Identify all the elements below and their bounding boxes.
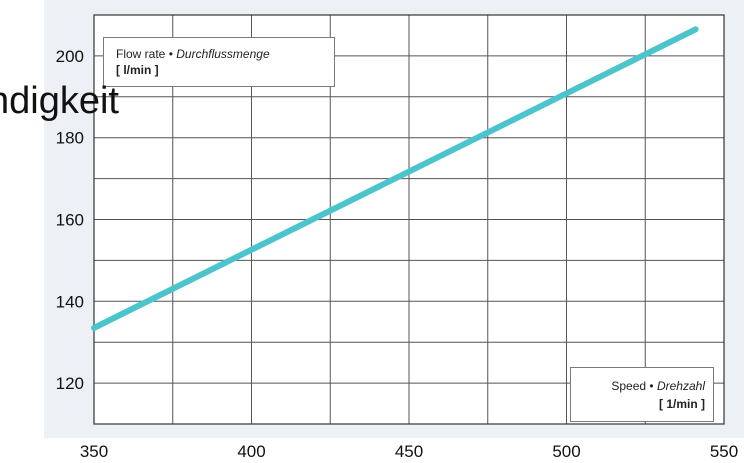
x-axis-title-line: Speed • Drehzahl [579,377,705,395]
series-line [91,26,699,331]
x-axis-unit: [ 1/min ] [658,397,705,411]
x-axis-legend: Speed • Drehzahl [ 1/min ] [570,367,714,422]
y-tick-label: 160 [56,211,84,230]
x-tick-label: 350 [80,442,108,461]
x-tick-label: 400 [237,442,265,461]
y-tick-label: 180 [56,129,84,148]
x-axis-title-de: Drehzahl [656,379,705,393]
overlay-caption-fragment: ndigkeit [0,80,119,122]
x-tick-label: 450 [395,442,423,461]
x-axis-title-en: Speed [611,379,647,393]
y-axis-legend: Flow rate • Durchflussmenge [ l/min ] [103,37,335,87]
y-axis-unit: [ l/min ] [116,63,159,77]
y-tick-label: 120 [56,374,84,393]
y-axis-title-de: Durchflussmenge [176,47,270,61]
legend-bullet: • [649,379,654,393]
y-tick-label: 200 [56,47,84,66]
y-axis-title-en: Flow rate [116,47,166,61]
plot-border [93,14,725,425]
y-axis-title-line: Flow rate • Durchflussmenge [116,46,328,62]
x-tick-label: 500 [552,442,580,461]
x-tick-label: 550 [710,442,738,461]
y-tick-label: 140 [56,292,84,311]
legend-bullet: • [168,47,173,61]
